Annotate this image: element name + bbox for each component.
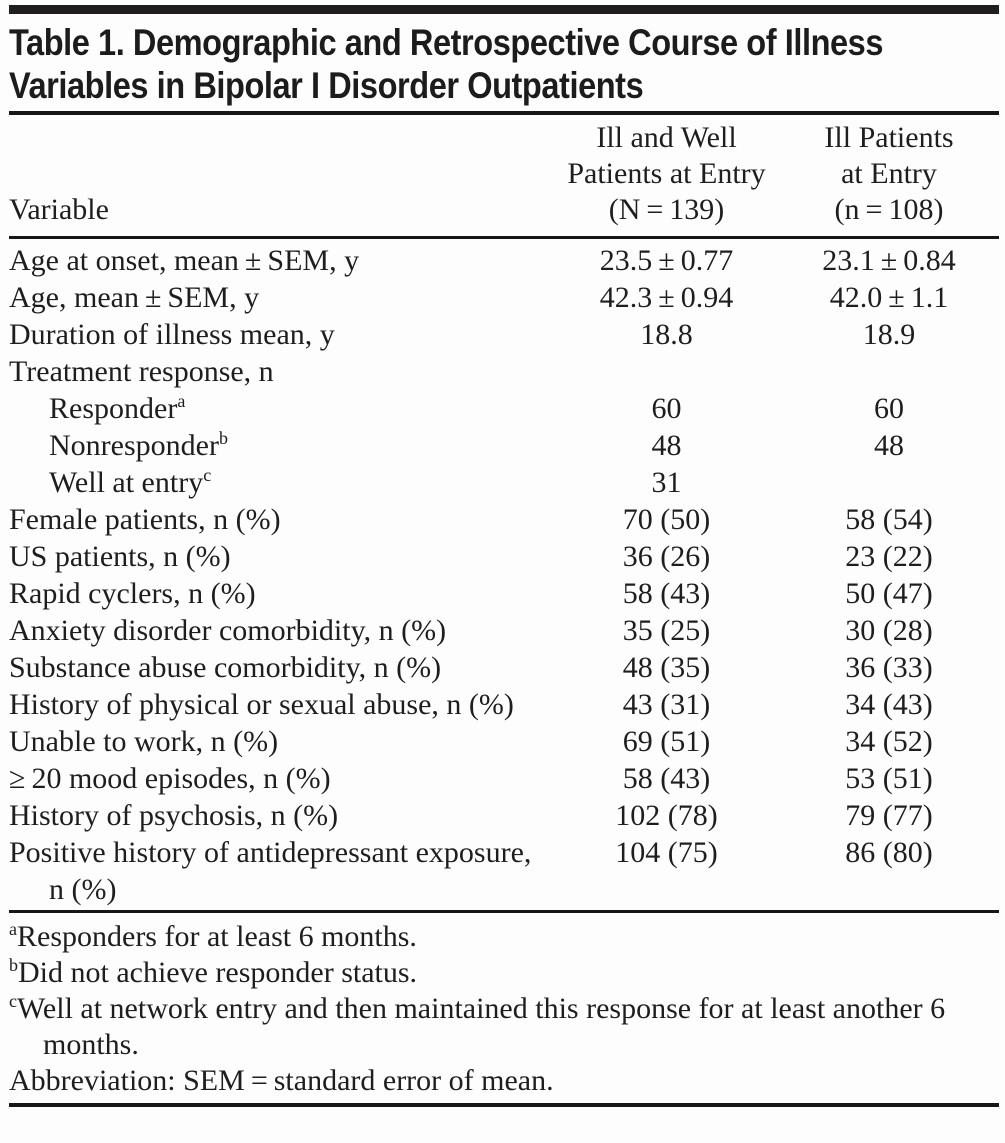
row-value-ill-patients: 36 (33) (845, 651, 933, 684)
row-value-ill-and-well: 69 (51) (622, 725, 711, 758)
row-label: Age at onset, mean ± SEM, y (9, 244, 360, 277)
footnote-marker-c: c (203, 465, 212, 485)
row-value-ill-and-well: 36 (26) (622, 540, 711, 573)
footnote-marker-a: a (177, 391, 186, 411)
row-value-ill-and-well: 35 (25) (622, 614, 711, 647)
row-label: Duration of illness mean, y (9, 318, 335, 351)
row-label: Substance abuse comorbidity, n (%) (9, 651, 442, 684)
row-value-ill-patients: 86 (80) (845, 836, 933, 869)
rule-bottom (9, 1103, 999, 1107)
table-row: Age, mean ± SEM, y 42.3 ± 0.94 42.0 ± 1.… (9, 279, 999, 316)
row-label: Nonresponderb (49, 428, 228, 462)
table-row: Anxiety disorder comorbidity, n (%) 35 (… (9, 612, 999, 649)
row-value-ill-and-well: 48 (35) (622, 651, 711, 684)
row-label: Anxiety disorder comorbidity, n (%) (9, 614, 447, 647)
table-title-line-1: Table 1. Demographic and Retrospective C… (9, 22, 884, 63)
row-value-ill-and-well: 31 (651, 466, 682, 499)
row-label: Treatment response, n (9, 355, 274, 388)
row-value-ill-patients: 30 (28) (845, 614, 933, 647)
row-label: ≥ 20 mood episodes, n (%) (9, 762, 331, 795)
footnote-c: cWell at network entry and then maintain… (9, 991, 946, 1061)
table-title: Table 1. Demographic and Retrospective C… (9, 21, 999, 107)
rule-below-body (9, 910, 999, 913)
row-value-ill-and-well: 58 (43) (622, 762, 711, 795)
row-value-ill-patients: 53 (51) (845, 762, 933, 795)
table-row: Positive history of antidepressant expos… (9, 834, 999, 908)
row-value-ill-patients: 42.0 ± 1.1 (829, 281, 949, 314)
row-label: Well at entryc (49, 465, 212, 499)
row-label: Positive history of antidepressant expos… (9, 836, 532, 906)
footnote-abbreviation: Abbreviation: SEM = standard error of me… (9, 1064, 554, 1097)
row-value-ill-patients: 48 (874, 429, 904, 462)
row-value-ill-and-well: 102 (78) (615, 799, 718, 832)
rule-below-header (9, 236, 999, 239)
row-value-ill-patients: 18.9 (862, 318, 916, 351)
table-row: Age at onset, mean ± SEM, y 23.5 ± 0.77 … (9, 242, 999, 279)
row-label: Age, mean ± SEM, y (9, 281, 260, 314)
row-value-ill-and-well: 23.5 ± 0.77 (599, 244, 734, 277)
table-body: Age at onset, mean ± SEM, y 23.5 ± 0.77 … (9, 239, 999, 910)
footnote-a: aResponders for at least 6 months. (9, 919, 417, 953)
table-row-indented: Respondera 60 60 (9, 390, 999, 427)
row-value-ill-patients: 60 (874, 392, 904, 425)
row-value-ill-and-well: 104 (75) (615, 836, 718, 869)
row-value-ill-and-well: 43 (31) (622, 688, 711, 721)
row-label: Respondera (49, 391, 186, 425)
row-label: Female patients, n (%) (9, 503, 281, 536)
row-value-ill-patients: 50 (47) (845, 577, 933, 610)
column-header-ill-patients: Ill Patients at Entry (n = 108) (824, 121, 954, 226)
row-label: Rapid cyclers, n (%) (9, 577, 256, 610)
table-top-bar (9, 5, 999, 14)
footnote-marker-c: c (9, 991, 17, 1011)
row-value-ill-patients: 58 (54) (845, 503, 933, 536)
footnote-marker-a: a (9, 919, 17, 939)
footnote-b: bDid not achieve responder status. (9, 955, 418, 989)
row-value-ill-and-well: 70 (50) (622, 503, 711, 536)
row-value-ill-patients: 79 (77) (845, 799, 933, 832)
table-row: US patients, n (%) 36 (26) 23 (22) (9, 538, 999, 575)
row-value-ill-and-well: 48 (651, 429, 682, 462)
row-value-ill-patients: 23.1 ± 0.84 (822, 244, 956, 277)
table-row-group-heading: Treatment response, n (9, 353, 999, 390)
row-value-ill-patients: 34 (43) (845, 688, 933, 721)
footnote-marker-b: b (218, 428, 228, 448)
row-label: US patients, n (%) (9, 540, 231, 573)
footnote-marker-b: b (9, 955, 18, 975)
row-label: Unable to work, n (%) (9, 725, 279, 758)
row-label: History of physical or sexual abuse, n (… (9, 688, 514, 721)
row-value-ill-and-well: 60 (651, 392, 682, 425)
table-row: History of physical or sexual abuse, n (… (9, 686, 999, 723)
table-header-row: Variable Ill and Well Patients at Entry … (9, 115, 999, 236)
row-value-ill-and-well: 18.8 (640, 318, 693, 351)
row-value-ill-and-well: 42.3 ± 0.94 (599, 281, 734, 314)
row-value-ill-patients: 23 (22) (845, 540, 933, 573)
table-row-indented: Well at entryc 31 (9, 464, 999, 501)
table-title-line-2: Variables in Bipolar I Disorder Outpatie… (9, 65, 644, 106)
column-header-ill-and-well: Ill and Well Patients at Entry (N = 139) (567, 121, 766, 226)
table-footnotes: aResponders for at least 6 months. bDid … (9, 913, 999, 1099)
table-row: Substance abuse comorbidity, n (%) 48 (3… (9, 649, 999, 686)
column-header-variable: Variable (9, 193, 109, 226)
table-row: ≥ 20 mood episodes, n (%) 58 (43) 53 (51… (9, 760, 999, 797)
row-label: History of psychosis, n (%) (9, 799, 339, 832)
table-row: Duration of illness mean, y 18.8 18.9 (9, 316, 999, 353)
rule-below-title (9, 111, 999, 115)
row-value-ill-patients: 34 (52) (845, 725, 933, 758)
table-row: History of psychosis, n (%) 102 (78) 79 … (9, 797, 999, 834)
row-value-ill-and-well: 58 (43) (622, 577, 711, 610)
table-row: Female patients, n (%) 70 (50) 58 (54) (9, 501, 999, 538)
table-row: Unable to work, n (%) 69 (51) 34 (52) (9, 723, 999, 760)
table-row-indented: Nonresponderb 48 48 (9, 427, 999, 464)
table-row: Rapid cyclers, n (%) 58 (43) 50 (47) (9, 575, 999, 612)
